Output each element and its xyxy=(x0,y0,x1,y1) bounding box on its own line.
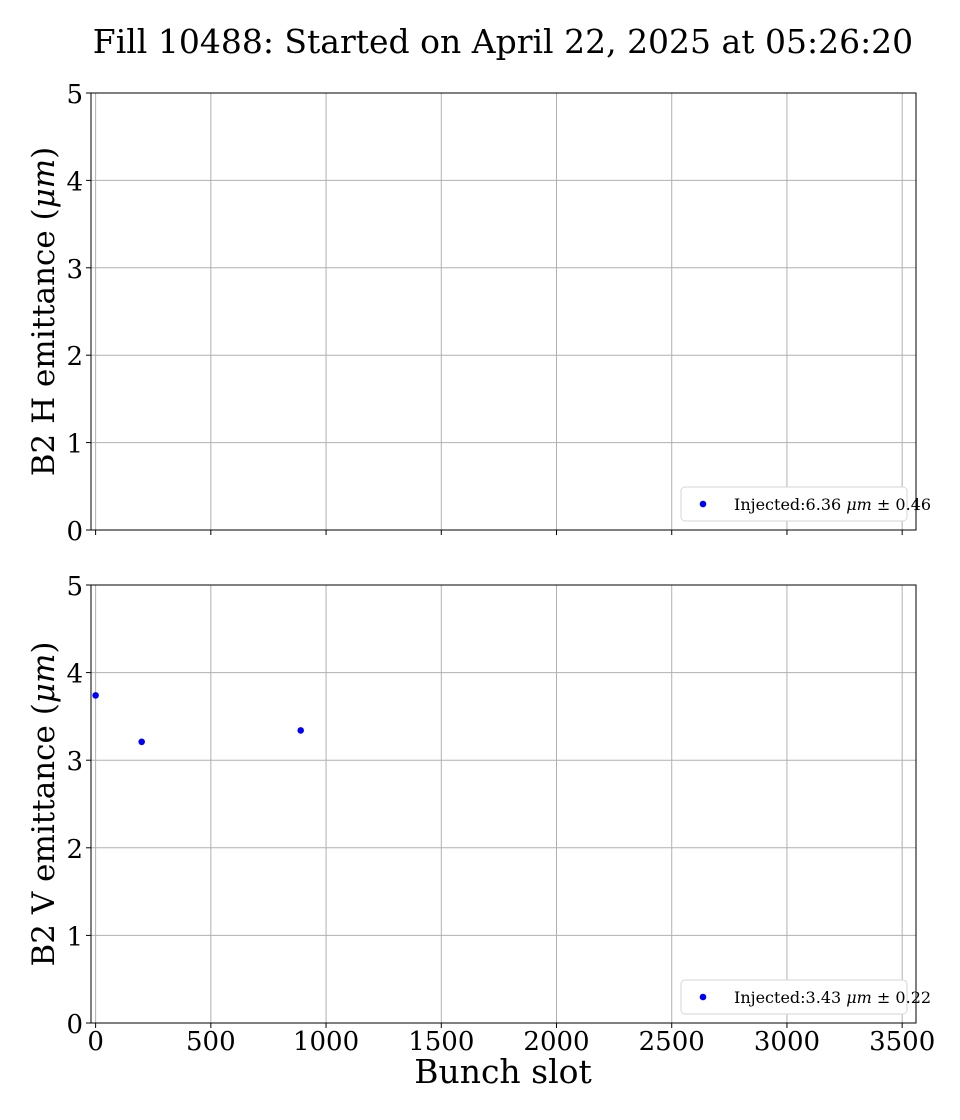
x-tick-label: 2000 xyxy=(523,1027,589,1057)
x-tick-label: 1500 xyxy=(408,1027,474,1057)
legend-box xyxy=(680,486,908,522)
x-axis-label: Bunch slot xyxy=(414,1052,592,1091)
y-tick-label: 4 xyxy=(66,167,83,197)
y-tick-label: 0 xyxy=(66,517,83,547)
y-tick-label: 5 xyxy=(66,80,83,110)
legend-box xyxy=(680,979,908,1015)
legend-marker xyxy=(699,993,707,1001)
x-tick-label: 0 xyxy=(87,1027,104,1057)
legend-label-suffix: ± 0.22 xyxy=(872,988,931,1007)
data-point xyxy=(297,727,305,734)
figure-title: Fill 10488: Started on April 22, 2025 at… xyxy=(93,22,913,61)
y-tick-label: 1 xyxy=(66,922,83,952)
y-axis-label: B2 V emittance (μm) xyxy=(26,642,62,967)
legend: Injected:6.36 μm ± 0.46 xyxy=(680,486,931,522)
y-axis-label: B2 H emittance (μm) xyxy=(26,147,62,477)
legend-label-prefix: Injected:3.43 xyxy=(734,988,846,1007)
x-tick-label: 1000 xyxy=(293,1027,359,1057)
y-axis-label-text: B2 H emittance ( xyxy=(26,208,62,476)
plot-frame xyxy=(90,584,917,1024)
y-axis-label-close: ) xyxy=(26,642,62,654)
y-axis-label-text: B2 V emittance ( xyxy=(26,703,62,966)
legend: Injected:3.43 μm ± 0.22 xyxy=(680,979,931,1015)
plot-frame xyxy=(90,92,917,531)
chart-panel-bottom: 0 1 2 3 4 5 0 500 1000 1500 2000 2500 3000 3500 B2 V e… xyxy=(26,572,935,1057)
legend-label-unit: μm xyxy=(846,988,872,1007)
legend-label: Injected:6.36 μm ± 0.46 xyxy=(734,495,931,514)
x-tick-label: 3000 xyxy=(754,1027,820,1057)
y-tick-label: 3 xyxy=(66,747,83,777)
y-tick-label: 5 xyxy=(66,572,83,602)
y-axis-label-unit: μm xyxy=(26,159,62,209)
y-tick-label: 0 xyxy=(66,1010,83,1040)
legend-label-suffix: ± 0.46 xyxy=(872,495,931,514)
y-tick-label: 2 xyxy=(66,835,83,865)
legend-marker xyxy=(699,500,707,508)
y-tick-label: 3 xyxy=(66,255,83,285)
y-axis-label-unit: μm xyxy=(26,654,62,704)
legend-label-unit: μm xyxy=(846,495,872,514)
x-tick-label: 500 xyxy=(186,1027,236,1057)
y-tick-label: 1 xyxy=(66,430,83,460)
y-tick-label: 2 xyxy=(66,342,83,372)
data-point xyxy=(92,692,99,699)
x-tick-label: 2500 xyxy=(639,1027,705,1057)
data-point xyxy=(138,738,145,746)
legend-label-prefix: Injected:6.36 xyxy=(734,495,846,514)
x-tick-label: 3500 xyxy=(869,1027,935,1057)
y-axis-label-close: ) xyxy=(26,147,62,159)
y-tick-label: 4 xyxy=(66,660,83,690)
legend-label: Injected:3.43 μm ± 0.22 xyxy=(734,988,931,1007)
